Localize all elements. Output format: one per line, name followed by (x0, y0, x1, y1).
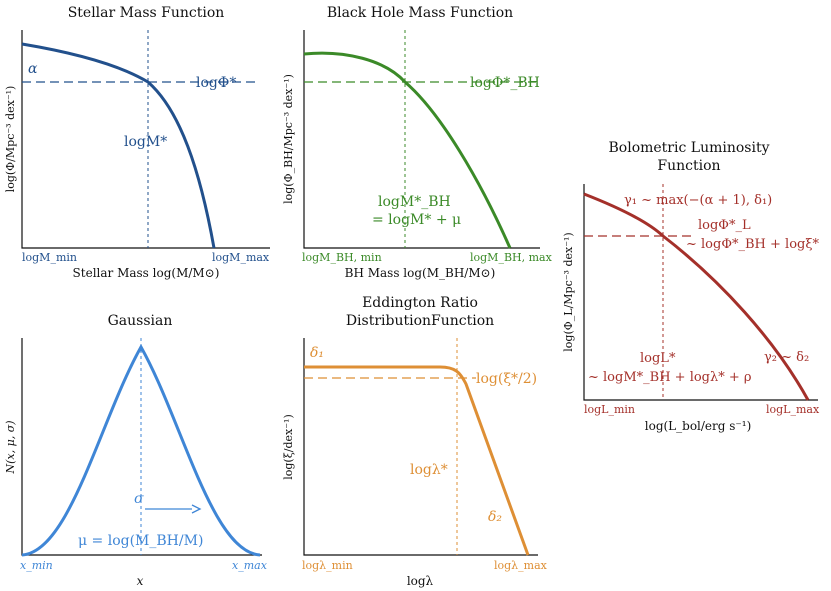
erdf-xmax-label: logλ_max (494, 559, 548, 572)
panel-bolometric-lf: Bolometric Luminosity Function γ₁ ~ max(… (562, 140, 820, 433)
erdf-title-line2: DistributionFunction (346, 313, 494, 329)
blf-gamma1-label: γ₁ ~ max(−(α + 1), δ₁) (624, 193, 772, 208)
blf-l-star-label: logL* (640, 351, 676, 366)
bhmf-ylabel: log(Φ_BH/Mpc⁻³ dex⁻¹) (282, 74, 295, 204)
bhmf-phi-star-label: logΦ*_BH (470, 75, 540, 91)
panel-eddington-ratio-df: Eddington Ratio DistributionFunction δ₁ … (282, 295, 548, 588)
smf-phi-star-label: logΦ* (196, 75, 236, 91)
erdf-ylabel: log(ξ/dex⁻¹) (282, 414, 295, 480)
gauss-ylabel: N(x, μ, σ) (4, 420, 17, 474)
smf-xmin-label: logM_min (22, 251, 77, 264)
gauss-title: Gaussian (108, 313, 173, 329)
smf-ylabel: log(Φ/Mpc⁻³ dex⁻¹) (4, 86, 17, 193)
bhmf-title: Black Hole Mass Function (327, 5, 513, 21)
gauss-axes (21, 338, 262, 556)
erdf-axes (303, 338, 538, 556)
gauss-sigma-arrowhead (191, 504, 202, 514)
erdf-xmin-label: logλ_min (302, 559, 353, 572)
bhmf-axes (303, 30, 540, 249)
blf-phi-star-label: logΦ*_L (698, 218, 751, 233)
gauss-mu-label: μ = log(M_BH/M) (78, 533, 203, 549)
erdf-lambda-star-label: logλ* (410, 462, 448, 478)
blf-title-line2: Function (657, 158, 720, 174)
blf-curve (583, 192, 810, 401)
smf-xmax-label: logM_max (212, 251, 270, 264)
smf-axes (21, 30, 270, 249)
erdf-xi-label: log(ξ*/2) (476, 371, 537, 387)
blf-l-star-relation: ~ logM*_BH + logλ* + ρ (588, 370, 752, 385)
gauss-xmin-label: x_min (20, 559, 53, 572)
blf-phi-star-relation: ~ logΦ*_BH + logξ* (686, 237, 820, 252)
gauss-curve (21, 343, 261, 557)
blf-xmin-label: logL_min (584, 403, 635, 416)
smf-m-star-label: logM* (124, 134, 167, 150)
blf-ylabel: log(Φ_L/Mpc⁻³ dex⁻¹) (562, 232, 575, 351)
smf-title: Stellar Mass Function (68, 5, 225, 21)
erdf-title-line1: Eddington Ratio (362, 295, 478, 311)
bhmf-m-star-label: logM*_BH (378, 194, 451, 210)
erdf-curve (304, 365, 530, 556)
gauss-xlabel: x (137, 574, 144, 588)
blf-xmax-label: logL_max (766, 403, 820, 416)
erdf-delta1-label: δ₁ (310, 345, 324, 361)
blf-gamma2-label: γ₂ ~ δ₂ (764, 350, 809, 365)
smf-curve (21, 42, 216, 249)
gauss-xmax-label: x_max (232, 559, 268, 572)
blf-axes (583, 184, 818, 401)
panel-stellar-mass-function: Stellar Mass Function α logΦ* logM* logM… (4, 5, 270, 280)
panel-gaussian: Gaussian σ μ = log(M_BH/M) x_min x_max x… (4, 313, 268, 588)
panel-bh-mass-function: Black Hole Mass Function logΦ*_BH logM*_… (282, 5, 553, 280)
erdf-xlabel: logλ (407, 574, 434, 588)
blf-title-line1: Bolometric Luminosity (609, 140, 770, 156)
bhmf-xmax-label: logM_BH, max (470, 251, 553, 264)
bhmf-xlabel: BH Mass log(M_BH/M⊙) (345, 266, 496, 280)
bhmf-xmin-label: logM_BH, min (302, 251, 382, 264)
bhmf-curve (303, 51, 512, 249)
erdf-delta2-label: δ₂ (488, 509, 502, 525)
blf-xlabel: log(L_bol/erg s⁻¹) (645, 419, 752, 433)
gauss-sigma-label: σ (134, 491, 144, 507)
smf-alpha-label: α (28, 61, 38, 77)
smf-xlabel: Stellar Mass log(M/M⊙) (73, 266, 220, 280)
bhmf-m-star-relation: = logM* + μ (372, 212, 461, 228)
